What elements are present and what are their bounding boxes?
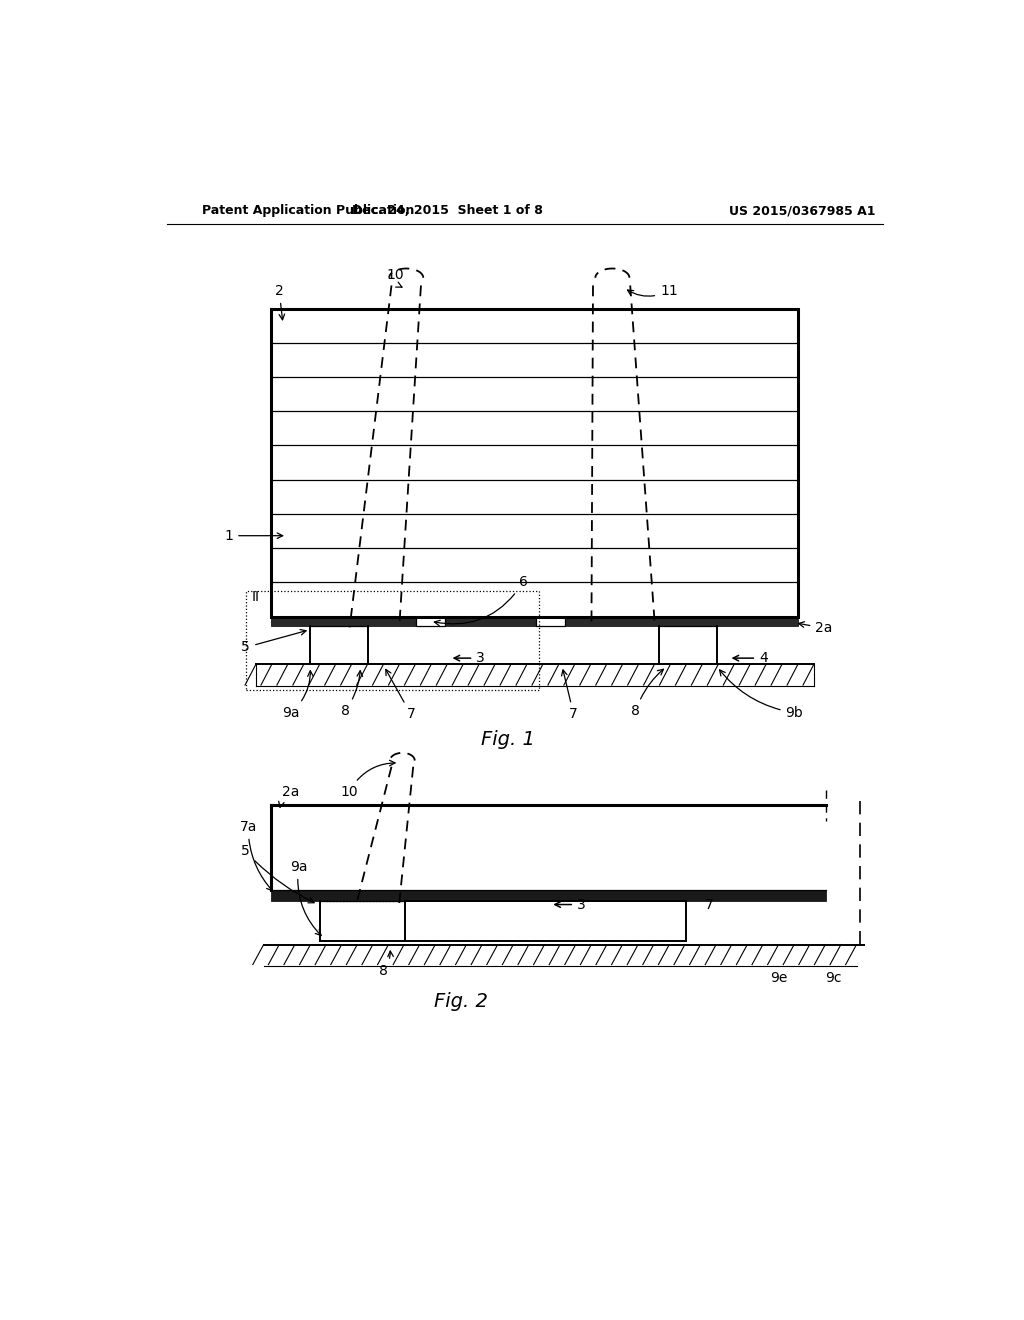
- Text: 8: 8: [341, 671, 362, 718]
- Bar: [271, 890, 825, 900]
- Text: 9e: 9e: [770, 972, 787, 986]
- Text: 9b: 9b: [720, 669, 804, 719]
- Text: 9a: 9a: [282, 671, 313, 719]
- Text: 7a: 7a: [240, 820, 272, 891]
- Text: 7: 7: [561, 669, 578, 721]
- Text: 2a: 2a: [799, 622, 833, 635]
- Text: 7: 7: [386, 669, 416, 721]
- Text: 5: 5: [242, 630, 306, 655]
- Text: II: II: [252, 590, 260, 605]
- Text: 9c: 9c: [825, 972, 842, 986]
- Text: 10: 10: [387, 268, 404, 288]
- Text: 3: 3: [454, 651, 485, 665]
- Bar: [246, 591, 539, 689]
- Text: 8: 8: [631, 669, 664, 718]
- Text: 8: 8: [379, 950, 393, 978]
- Text: Fig. 1: Fig. 1: [481, 730, 535, 750]
- Text: 6: 6: [434, 576, 527, 626]
- Text: Fig. 2: Fig. 2: [434, 993, 488, 1011]
- Bar: [416, 616, 445, 626]
- Text: 4: 4: [733, 651, 768, 665]
- Text: 1: 1: [224, 529, 283, 543]
- Text: 2a: 2a: [279, 785, 299, 808]
- Text: 5: 5: [242, 845, 314, 903]
- Bar: [271, 616, 799, 626]
- Text: 2: 2: [274, 284, 285, 319]
- Text: 10: 10: [340, 760, 395, 799]
- Text: US 2015/0367985 A1: US 2015/0367985 A1: [729, 205, 876, 218]
- Text: Dec. 24, 2015  Sheet 1 of 8: Dec. 24, 2015 Sheet 1 of 8: [352, 205, 543, 218]
- Text: 11: 11: [628, 284, 678, 298]
- Text: Patent Application Publication: Patent Application Publication: [202, 205, 414, 218]
- Text: 3: 3: [555, 898, 586, 912]
- Bar: [536, 616, 565, 626]
- Text: 9a: 9a: [290, 859, 322, 936]
- Text: 7: 7: [705, 898, 714, 912]
